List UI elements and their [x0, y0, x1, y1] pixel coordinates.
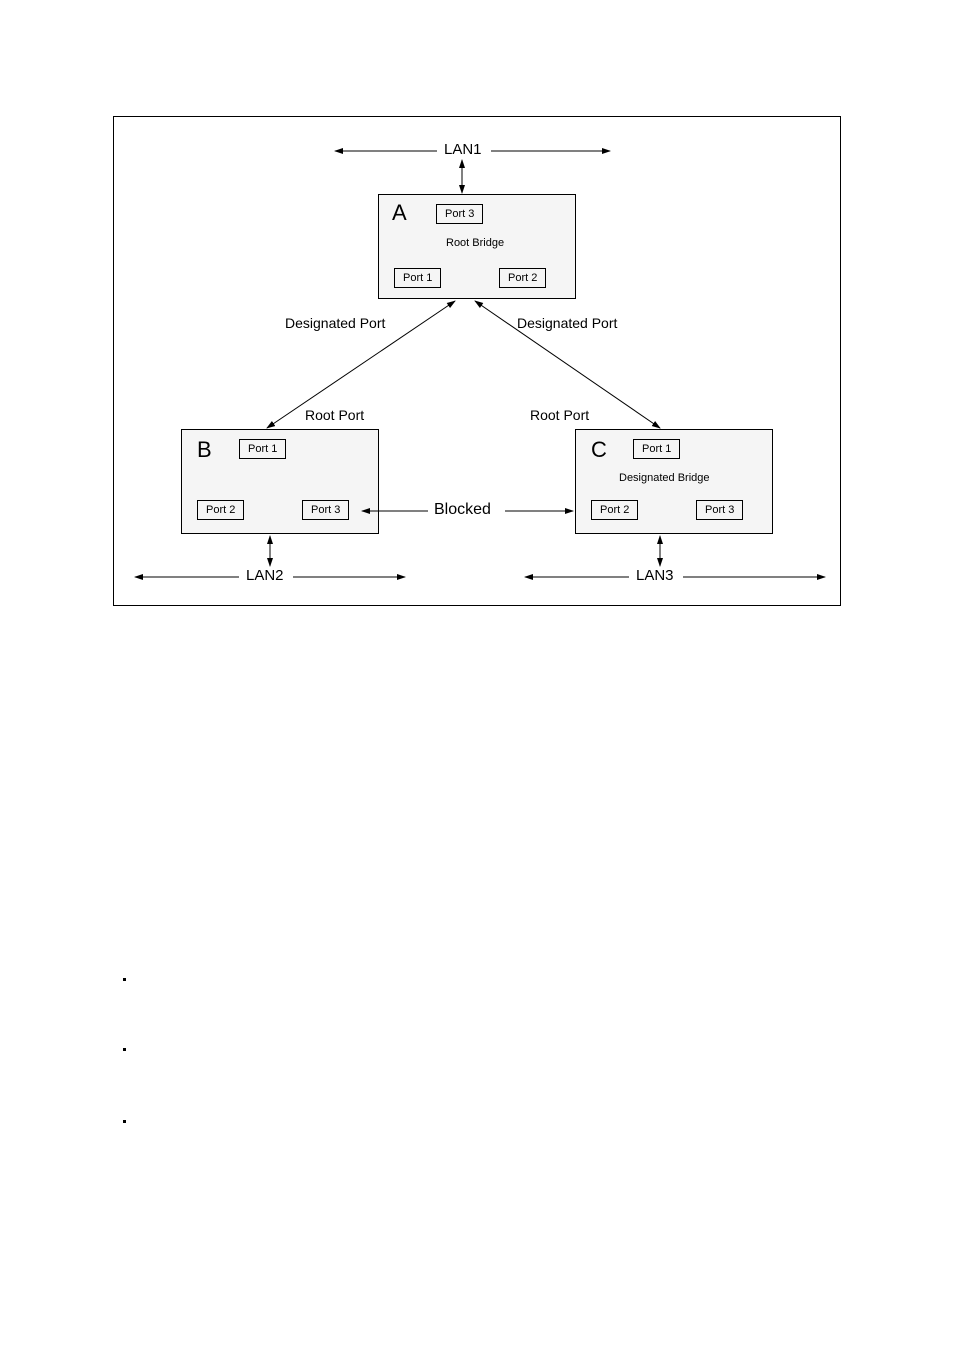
bridge-c-port3: Port 3 — [696, 500, 743, 520]
bridge-b-label: B — [197, 437, 212, 463]
root-port-left-label: Root Port — [305, 407, 364, 423]
bridge-a-sublabel: Root Bridge — [446, 237, 504, 249]
blocked-label: Blocked — [434, 501, 491, 519]
bridge-c-port2: Port 2 — [591, 500, 638, 520]
root-port-right-label: Root Port — [530, 407, 589, 423]
bridge-a-label: A — [392, 200, 407, 226]
bullet-1 — [123, 978, 126, 981]
designated-port-right-label: Designated Port — [517, 315, 617, 331]
bridge-a-port1: Port 1 — [394, 268, 441, 288]
lan2-label: LAN2 — [242, 567, 288, 584]
designated-port-left-label: Designated Port — [285, 315, 385, 331]
bullet-3 — [123, 1120, 126, 1123]
bridge-a-port3: Port 3 — [436, 204, 483, 224]
lan3-label: LAN3 — [632, 567, 678, 584]
bullet-2 — [123, 1048, 126, 1051]
bridge-b-port1: Port 1 — [239, 439, 286, 459]
bridge-c-port1: Port 1 — [633, 439, 680, 459]
bridge-c-label: C — [591, 437, 607, 463]
lan1-label: LAN1 — [440, 141, 486, 158]
bridge-b-port3: Port 3 — [302, 500, 349, 520]
bridge-b-port2: Port 2 — [197, 500, 244, 520]
bridge-a-port2: Port 2 — [499, 268, 546, 288]
bridge-c-sublabel: Designated Bridge — [619, 472, 710, 484]
